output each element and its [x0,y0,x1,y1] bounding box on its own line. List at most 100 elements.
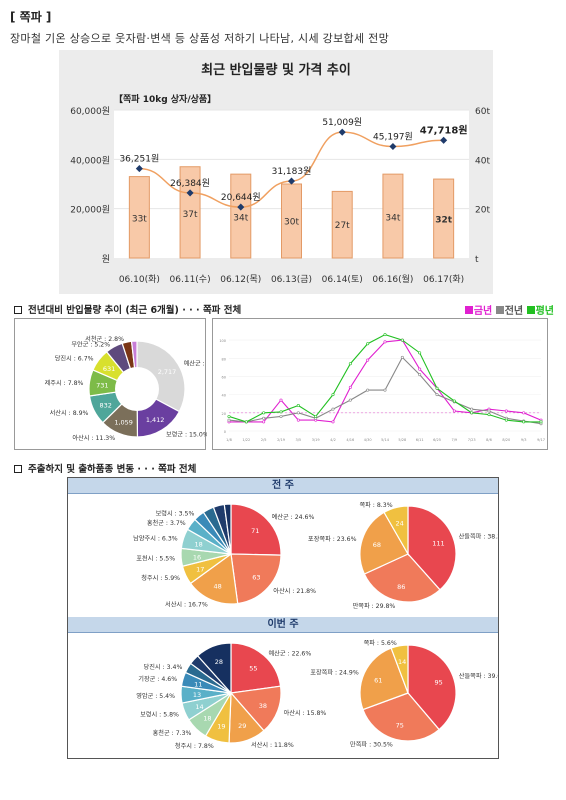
series-point [400,338,404,342]
price-label: 51,009원 [322,117,362,128]
pie-value-label: 38 [259,702,267,710]
pie-value-label: 832 [99,402,111,410]
pie-slice-label: 서산시 : 8.9% [50,409,89,417]
series-point [435,386,439,390]
pie-value-label: 14 [398,658,406,666]
pie-slice-label: 예산군 : 24.6% [272,513,315,521]
page-subtitle: 장마철 기온 상승으로 웃자람·변색 등 상품성 저하기 나타남, 시세 강보합… [10,32,389,45]
volume-bar [433,178,455,259]
x-tick: 8/6 [486,438,492,442]
x-tick: 3/19 [312,438,320,442]
x-tick: 9/17 [537,438,545,442]
pie-slice-label: 남양주시 : 6.3% [133,534,178,542]
pie-value-label: 2,717 [158,368,177,376]
pie-value-label: 28 [215,658,223,666]
pie-slice-label: 영암군 : 5.4% [136,692,175,700]
pie-slice [223,503,232,555]
panel-last-week: 전 주 71 예산군 : 24.6% 63 아산시 : 21.8% 48 서산시 : 16… [67,477,507,618]
series-point [279,410,283,414]
series-line [229,339,542,423]
series-point [470,411,474,415]
y-tick: 40 [222,394,226,398]
page-title: [ 쪽파 ] [10,10,52,24]
price-marker [186,189,194,197]
pie-slice-label: 예산군 : 29.0% [184,359,207,367]
series-point [366,358,370,362]
series-point [227,414,231,418]
pie-slice-label: 홍천군 : 7.3% [153,729,192,737]
series-point [331,407,335,411]
donut-hole [115,367,159,411]
volume-bar-label: 32t [435,215,453,225]
price-marker [389,142,397,151]
series-point [331,420,335,424]
series-point [366,388,370,392]
pie-slice [230,553,282,605]
main-chart: 최근 반입물량 및 가격 추이 【쪽파 10kg 상자/상품】 원 20,000원… [59,50,493,294]
series-point [539,420,543,424]
series-point [279,414,283,418]
price-label: 26,384원 [170,178,210,189]
pie-slice-label: 포장쪽파 : 23.6% [308,535,357,543]
pie-slice [363,553,441,603]
panel-this-week-title: 이번 주 [68,617,498,633]
pie-value-label: 13 [193,691,201,699]
pie-value-label: 1,412 [146,416,165,424]
price-marker [440,136,448,144]
pie-slice-label: 서천군 : 2.8% [85,335,124,343]
y-tick: 100 [219,339,226,343]
monthly-line-box: 100 80 60 40 20 0 1/8 1/22 2/5 2/19 3/5 3/19 4/2 4/16… [212,318,548,450]
monthly-line-chart: 100 80 60 40 20 01/8 1/22 2/5 2/19 3/5 3/19 4/2 4/16… [219,333,545,442]
pie-slice-label: 제주시 : 7.8% [45,379,84,387]
x-tick: 7/9 [452,438,458,442]
series-point [487,409,491,413]
volume-bar-label: 34t [385,213,400,223]
pie-slice [362,692,440,742]
x-tick-label: 06.17(화) [423,274,464,285]
pie-value-label: 731 [96,381,108,389]
series-point [296,418,300,422]
volume-bar-label: 30t [284,218,299,228]
pie-slice-label: 기장군 : 4.6% [138,675,177,683]
volume-bar-label: 37t [183,210,198,220]
series-point [504,409,508,413]
y-right-tick: 20t [475,206,490,216]
y-right-tick: t [475,255,479,265]
series-point [418,351,422,355]
series-point [296,411,300,415]
pie-slice-label: 만쪽파 : 29.8% [353,602,396,610]
price-marker [338,128,346,136]
pie-value-label: 48 [213,582,221,590]
price-marker [135,165,143,173]
pie-value-label: 68 [373,541,381,549]
series-point [348,398,352,402]
pie-slice-label: 포장쪽파 : 24.9% [310,668,359,676]
pie-slice-label: 아산시 : 21.8% [273,587,316,595]
y-tick: 80 [222,357,226,361]
volume-bar [128,176,150,259]
pie-slice-label: 무안군 : 5.2% [71,340,110,348]
legend-item-current: 금년 [464,306,492,317]
pie-slice-label: 홍천군 : 3.7% [147,519,186,527]
pie-value-label: 631 [103,365,115,373]
y-tick: 0 [224,430,226,434]
series-point [348,362,352,366]
series-line [228,334,541,423]
series-point [279,398,283,402]
pie-value-label: 86 [397,583,405,591]
volume-bar [230,173,252,259]
y-right-tick: 60t [475,107,490,117]
pie-slice-label: 보령시 : 5.8% [140,710,179,718]
section-monthly-title: 전년대비 반입물량 추이 (최근 6개월) · · · 쪽파 전체 [28,305,242,316]
pie-slice [383,505,409,557]
pie-value-label: 63 [252,574,260,582]
series-point [487,413,491,417]
series-point [348,385,352,389]
series-point [244,420,248,424]
pie-slice-label: 청주시 : 7.8% [175,742,214,750]
series-point [262,420,266,424]
volume-bar [331,190,353,259]
pie-slice-label: 당진시 : 3.4% [144,663,183,671]
